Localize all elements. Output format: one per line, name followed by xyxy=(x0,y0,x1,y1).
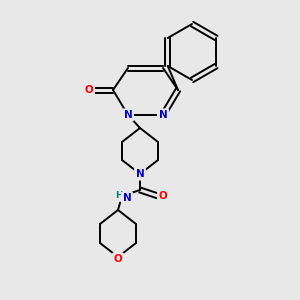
Text: O: O xyxy=(85,85,93,95)
Text: N: N xyxy=(159,110,167,120)
Text: H: H xyxy=(115,191,123,200)
Text: O: O xyxy=(159,191,167,201)
Text: N: N xyxy=(124,110,132,120)
Text: N: N xyxy=(123,193,131,203)
Text: O: O xyxy=(114,254,122,264)
Text: N: N xyxy=(136,169,144,179)
